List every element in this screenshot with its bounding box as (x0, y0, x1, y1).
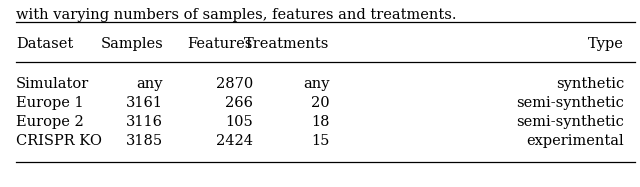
Text: 15: 15 (311, 134, 330, 148)
Text: any: any (137, 77, 163, 91)
Text: Samples: Samples (100, 37, 163, 51)
Text: experimental: experimental (526, 134, 624, 148)
Text: Europe 1: Europe 1 (16, 96, 84, 110)
Text: Treatments: Treatments (244, 37, 330, 51)
Text: any: any (303, 77, 330, 91)
Text: 105: 105 (225, 115, 253, 129)
Text: 3185: 3185 (126, 134, 163, 148)
Text: 266: 266 (225, 96, 253, 110)
Text: Simulator: Simulator (16, 77, 89, 91)
Text: 20: 20 (311, 96, 330, 110)
Text: CRISPR KO: CRISPR KO (16, 134, 102, 148)
Text: 18: 18 (311, 115, 330, 129)
Text: semi-synthetic: semi-synthetic (516, 115, 624, 129)
Text: 3161: 3161 (126, 96, 163, 110)
Text: Europe 2: Europe 2 (16, 115, 84, 129)
Text: 2870: 2870 (216, 77, 253, 91)
Text: Features: Features (188, 37, 253, 51)
Text: 2424: 2424 (216, 134, 253, 148)
Text: synthetic: synthetic (556, 77, 624, 91)
Text: Type: Type (588, 37, 624, 51)
Text: 3116: 3116 (126, 115, 163, 129)
Text: semi-synthetic: semi-synthetic (516, 96, 624, 110)
Text: with varying numbers of samples, features and treatments.: with varying numbers of samples, feature… (16, 8, 456, 22)
Text: Dataset: Dataset (16, 37, 73, 51)
